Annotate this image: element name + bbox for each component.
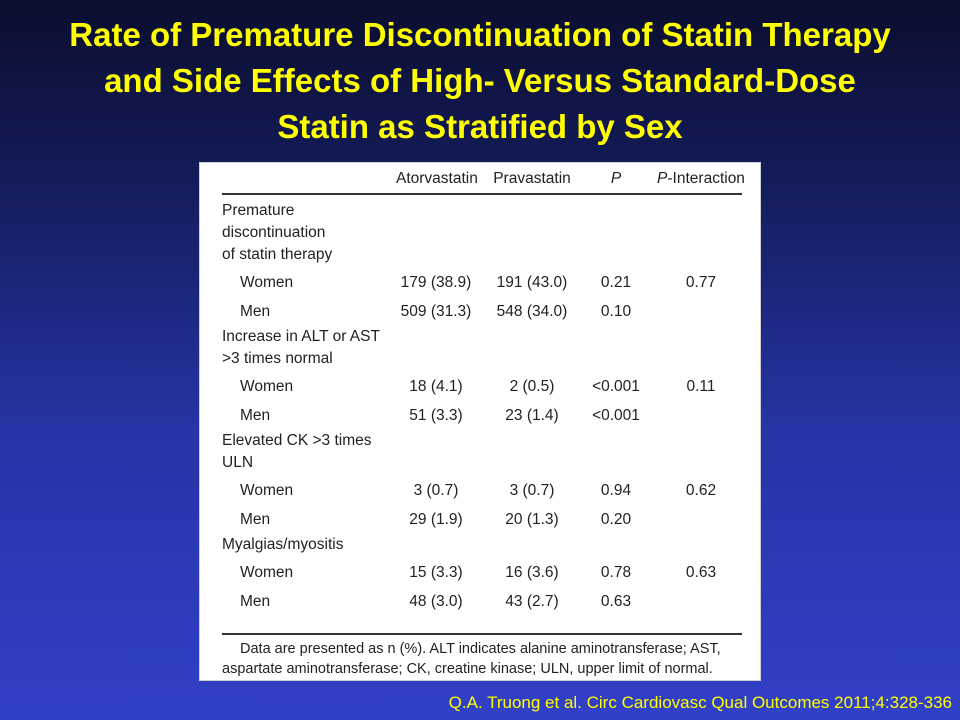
- cell-p: <0.001: [592, 407, 640, 424]
- header-p-interaction: P-Interaction: [656, 170, 746, 188]
- section-label: Elevated CK >3 times: [222, 432, 372, 449]
- citation: Q.A. Truong et al. Circ Cardiovasc Qual …: [448, 693, 952, 712]
- cell-atorvastatin: 29 (1.9): [409, 511, 463, 528]
- row-group: Men: [240, 511, 271, 528]
- cell-p-interaction: 0.63: [685, 564, 717, 581]
- section-label: >3 times normal: [222, 350, 333, 367]
- section-label: of statin therapy: [222, 246, 333, 263]
- cell-p: 0.94: [600, 482, 632, 499]
- cell-pravastatin: 2 (0.5): [509, 378, 555, 395]
- header-p-interaction-italic: P: [657, 170, 668, 187]
- cell-p: 0.21: [600, 274, 632, 291]
- slide-title-line-3: Statin as Stratified by Sex: [277, 108, 683, 145]
- cell-p-interaction: 0.11: [686, 378, 716, 395]
- cell-p: 0.63: [600, 593, 632, 610]
- cell-atorvastatin: 179 (38.9): [400, 274, 472, 291]
- section-label: ULN: [222, 454, 254, 471]
- row-group: Women: [240, 274, 294, 291]
- cell-atorvastatin: 509 (31.3): [400, 303, 472, 320]
- slide-title-line-2: and Side Effects of High- Versus Standar…: [104, 62, 856, 99]
- cell-atorvastatin: 48 (3.0): [409, 593, 463, 610]
- row-group: Men: [240, 303, 271, 320]
- cell-p: 0.10: [600, 303, 632, 320]
- cell-pravastatin: 548 (34.0): [496, 303, 568, 320]
- cell-atorvastatin: 15 (3.3): [409, 564, 463, 581]
- cell-atorvastatin: 51 (3.3): [409, 407, 463, 424]
- cell-pravastatin: 191 (43.0): [496, 274, 568, 291]
- header-p-interaction-rest: -Interaction: [667, 170, 745, 187]
- row-group: Men: [240, 407, 271, 424]
- cell-p-interaction: 0.77: [685, 274, 717, 291]
- cell-pravastatin: 43 (2.7): [505, 593, 559, 610]
- section-label: Myalgias/myositis: [222, 536, 344, 553]
- cell-p: <0.001: [592, 378, 640, 395]
- row-group: Men: [240, 593, 271, 610]
- section-label: Premature: [222, 202, 295, 219]
- table-top-rule: [222, 193, 742, 195]
- cell-pravastatin: 16 (3.6): [505, 564, 559, 581]
- footnote-line-2: aspartate aminotransferase; CK, creatine…: [222, 661, 713, 677]
- header-p: P: [610, 170, 622, 187]
- slide-title: Rate of Premature Discontinuation of Sta…: [0, 12, 960, 150]
- row-group: Women: [240, 564, 294, 581]
- header-atorvastatin: Atorvastatin: [396, 170, 478, 187]
- cell-p: 0.78: [600, 564, 632, 581]
- row-group: Women: [240, 378, 294, 395]
- results-table: Atorvastatin Pravastatin P P-Interaction…: [199, 162, 761, 681]
- slide-title-line-1: Rate of Premature Discontinuation of Sta…: [69, 16, 891, 53]
- cell-pravastatin: 3 (0.7): [509, 482, 555, 499]
- cell-atorvastatin: 18 (4.1): [409, 378, 463, 395]
- cell-pravastatin: 20 (1.3): [505, 511, 559, 528]
- footnote-line-1: Data are presented as n (%). ALT indicat…: [240, 641, 721, 657]
- cell-pravastatin: 23 (1.4): [505, 407, 559, 424]
- table-bottom-rule: [222, 633, 742, 635]
- section-label: Increase in ALT or AST: [222, 328, 380, 345]
- section-label: discontinuation: [222, 224, 326, 241]
- cell-atorvastatin: 3 (0.7): [413, 482, 459, 499]
- cell-p: 0.20: [600, 511, 632, 528]
- row-group: Women: [240, 482, 294, 499]
- table-footnote: Data are presented as n (%). ALT indicat…: [222, 639, 747, 679]
- header-pravastatin: Pravastatin: [493, 170, 571, 187]
- cell-p-interaction: 0.62: [685, 482, 717, 499]
